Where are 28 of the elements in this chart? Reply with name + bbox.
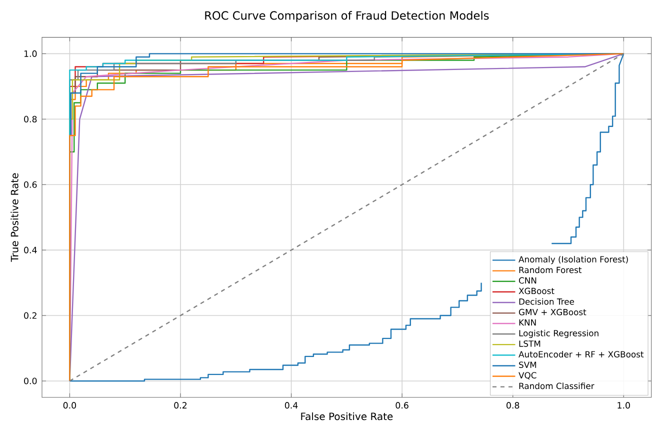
chart-title: ROC Curve Comparison of Fraud Detection Models: [205, 10, 489, 22]
x-tick-label: 0.0: [63, 402, 76, 409]
x-tick-label: 0.6: [396, 402, 408, 409]
x-tick-label: 0.8: [506, 402, 520, 409]
legend-label: Random Forest: [519, 266, 582, 274]
y-tick-label: 0.8: [24, 116, 37, 122]
x-tick-label: 0.2: [174, 402, 187, 409]
y-tick-label: 1.0: [24, 50, 37, 57]
legend-label: Anomaly (Isolation Forest): [518, 256, 628, 264]
x-tick-label: 0.4: [284, 402, 298, 409]
legend-label: Random Classifier: [519, 382, 594, 390]
x-tick-label: 1.0: [618, 402, 630, 409]
y-tick-label: 0.2: [24, 312, 36, 319]
legend-label: KNN: [519, 319, 536, 326]
y-tick-label: 0.4: [24, 246, 37, 254]
y-tick-label: 0.6: [24, 181, 37, 188]
x-axis-title: False Positive Rate: [301, 412, 393, 420]
legend-label: Decision Tree: [519, 298, 574, 305]
legend-label: CNN: [518, 277, 536, 284]
y-tick-label: 0.0: [24, 378, 37, 384]
legend-label: VQC: [518, 372, 536, 380]
legend-label: Logistic Regression: [519, 330, 598, 338]
legend-label: SVM: [519, 362, 536, 368]
legend-label: XGBoost: [518, 288, 554, 294]
legend-label: LSTM: [519, 340, 540, 347]
legend-label: GMV + XGBoost: [518, 308, 586, 316]
legend-label: AutoEncoder + RF + XGBoost: [518, 350, 644, 358]
y-axis-title: True Positive Rate: [10, 173, 18, 262]
